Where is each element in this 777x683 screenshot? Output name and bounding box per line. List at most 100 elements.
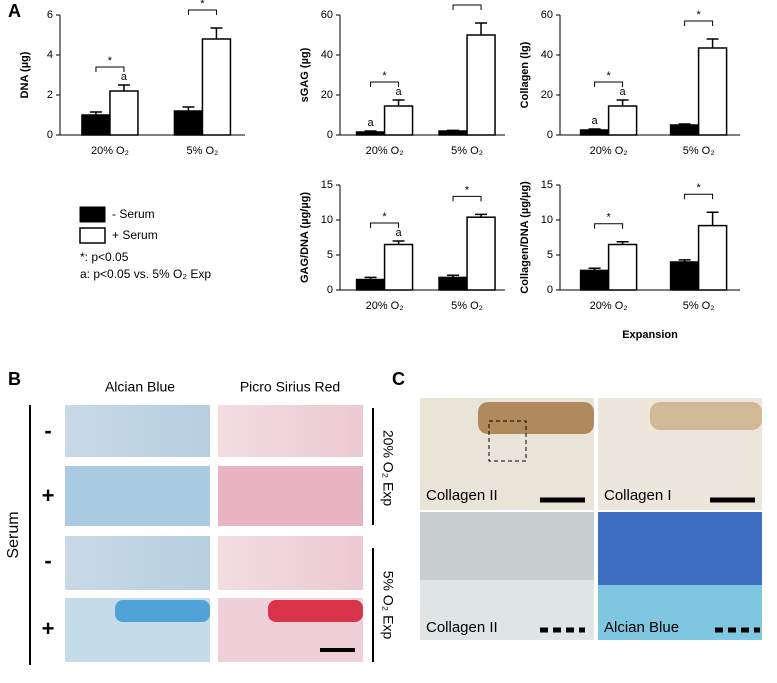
note: a: p<0.05 vs. 5% O₂ Exp bbox=[80, 267, 211, 281]
image-label: Collagen II bbox=[426, 487, 498, 504]
error-bar bbox=[706, 38, 719, 48]
significance-bracket bbox=[684, 193, 714, 200]
y-tick-label: 6 bbox=[47, 9, 53, 21]
significance-bracket bbox=[594, 81, 624, 87]
y-tick-label: 20 bbox=[321, 89, 333, 101]
significance-bracket bbox=[370, 81, 400, 87]
significance-bracket bbox=[95, 66, 125, 72]
error-bar bbox=[210, 27, 223, 39]
bar bbox=[466, 34, 496, 136]
micrograph-tissue bbox=[115, 600, 210, 622]
note: *: p<0.05 bbox=[80, 250, 129, 264]
x-tick-label: 20% O₂ bbox=[91, 145, 129, 157]
x-tick-label: 5% O₂ bbox=[683, 300, 715, 312]
image-label: Collagen II bbox=[426, 619, 498, 636]
y-tick-label: 5 bbox=[547, 249, 553, 261]
error-bar bbox=[616, 99, 629, 106]
bar bbox=[438, 130, 468, 136]
y-tick-label: 0 bbox=[47, 129, 53, 141]
significance-letter: a bbox=[592, 115, 599, 127]
bar bbox=[669, 124, 700, 136]
significance-star: * bbox=[606, 70, 611, 82]
micrographs-c bbox=[420, 398, 762, 640]
bar bbox=[669, 261, 700, 291]
micrograph bbox=[218, 466, 363, 526]
y-tick-label: 0 bbox=[327, 284, 333, 296]
y-tick-label: 15 bbox=[321, 179, 333, 191]
x-tick-label: 5% O₂ bbox=[451, 300, 483, 312]
error-bar bbox=[447, 129, 460, 132]
row-label: + bbox=[42, 616, 55, 641]
significance-star: * bbox=[696, 9, 701, 21]
error-bar bbox=[89, 111, 102, 115]
micrograph bbox=[420, 580, 594, 640]
y-tick-label: 5 bbox=[327, 249, 333, 261]
error-bar bbox=[447, 274, 460, 278]
bar bbox=[697, 224, 728, 291]
significance-bracket bbox=[370, 222, 400, 228]
significance-star: * bbox=[465, 0, 470, 5]
bar bbox=[438, 276, 468, 291]
bar bbox=[81, 114, 111, 136]
significance-star: * bbox=[382, 211, 387, 223]
x-tick-label: 5% O₂ bbox=[683, 145, 715, 157]
error-bar bbox=[117, 84, 130, 91]
y-axis-label: GAG/DNA (µg/µg) bbox=[299, 192, 311, 283]
micrograph-tissue bbox=[478, 402, 594, 434]
y-tick-label: 10 bbox=[541, 214, 553, 226]
error-bar bbox=[588, 267, 601, 271]
y-tick-label: 0 bbox=[547, 129, 553, 141]
significance-star: * bbox=[382, 70, 387, 82]
bar bbox=[697, 47, 728, 136]
significance-bracket bbox=[684, 20, 714, 26]
x-tick-label: 5% O₂ bbox=[187, 145, 219, 157]
significance-bracket bbox=[452, 195, 482, 202]
x-axis-label: Expansion bbox=[622, 329, 678, 341]
legend-swatch bbox=[79, 206, 106, 223]
y-axis-label: Collagen/DNA (µg/µg) bbox=[519, 181, 531, 294]
significance-star: * bbox=[606, 212, 611, 224]
bar bbox=[607, 105, 638, 136]
error-bar bbox=[678, 259, 691, 262]
image-label: Alcian Blue bbox=[604, 619, 679, 636]
y-tick-label: 0 bbox=[327, 129, 333, 141]
row-label: - bbox=[44, 548, 51, 573]
y-tick-label: 20 bbox=[541, 89, 553, 101]
error-bar bbox=[706, 211, 719, 226]
bar bbox=[173, 110, 204, 136]
significance-letter: a bbox=[395, 227, 402, 239]
bar bbox=[579, 129, 610, 136]
y-axis-label: sGAG (µg) bbox=[299, 47, 311, 102]
x-tick-label: 20% O₂ bbox=[590, 300, 628, 312]
y-axis-label: DNA (µg) bbox=[19, 51, 31, 98]
significance-letter: a bbox=[121, 71, 128, 83]
error-bar bbox=[678, 123, 691, 125]
bar bbox=[607, 243, 638, 291]
column-label: Picro Sirius Red bbox=[240, 379, 340, 395]
micrograph bbox=[218, 536, 363, 590]
y-tick-label: 4 bbox=[47, 49, 53, 61]
row-label: - bbox=[44, 418, 51, 443]
error-bar bbox=[364, 130, 377, 132]
y-axis-label: Collagen (lg) bbox=[519, 41, 531, 108]
column-label: Alcian Blue bbox=[105, 379, 175, 395]
error-bar bbox=[392, 99, 405, 106]
significance-star: * bbox=[696, 182, 701, 194]
significance-star: * bbox=[465, 184, 470, 196]
row-label: + bbox=[42, 483, 55, 508]
micrographs-b bbox=[65, 405, 363, 662]
significance-letter: a bbox=[367, 117, 374, 129]
y-tick-label: 10 bbox=[321, 214, 333, 226]
error-bar bbox=[475, 22, 488, 35]
significance-star: * bbox=[200, 0, 205, 10]
significance-letter: a bbox=[620, 86, 627, 98]
panel-label: A bbox=[8, 1, 21, 21]
bar bbox=[109, 90, 139, 136]
x-tick-label: 20% O₂ bbox=[366, 300, 404, 312]
condition-label: 5% O₂ Exp bbox=[380, 571, 396, 640]
significance-letter: a bbox=[395, 86, 402, 98]
condition-label: 20% O₂ Exp bbox=[380, 430, 396, 506]
legend-label: - Serum bbox=[112, 207, 155, 221]
error-bar bbox=[364, 276, 377, 280]
